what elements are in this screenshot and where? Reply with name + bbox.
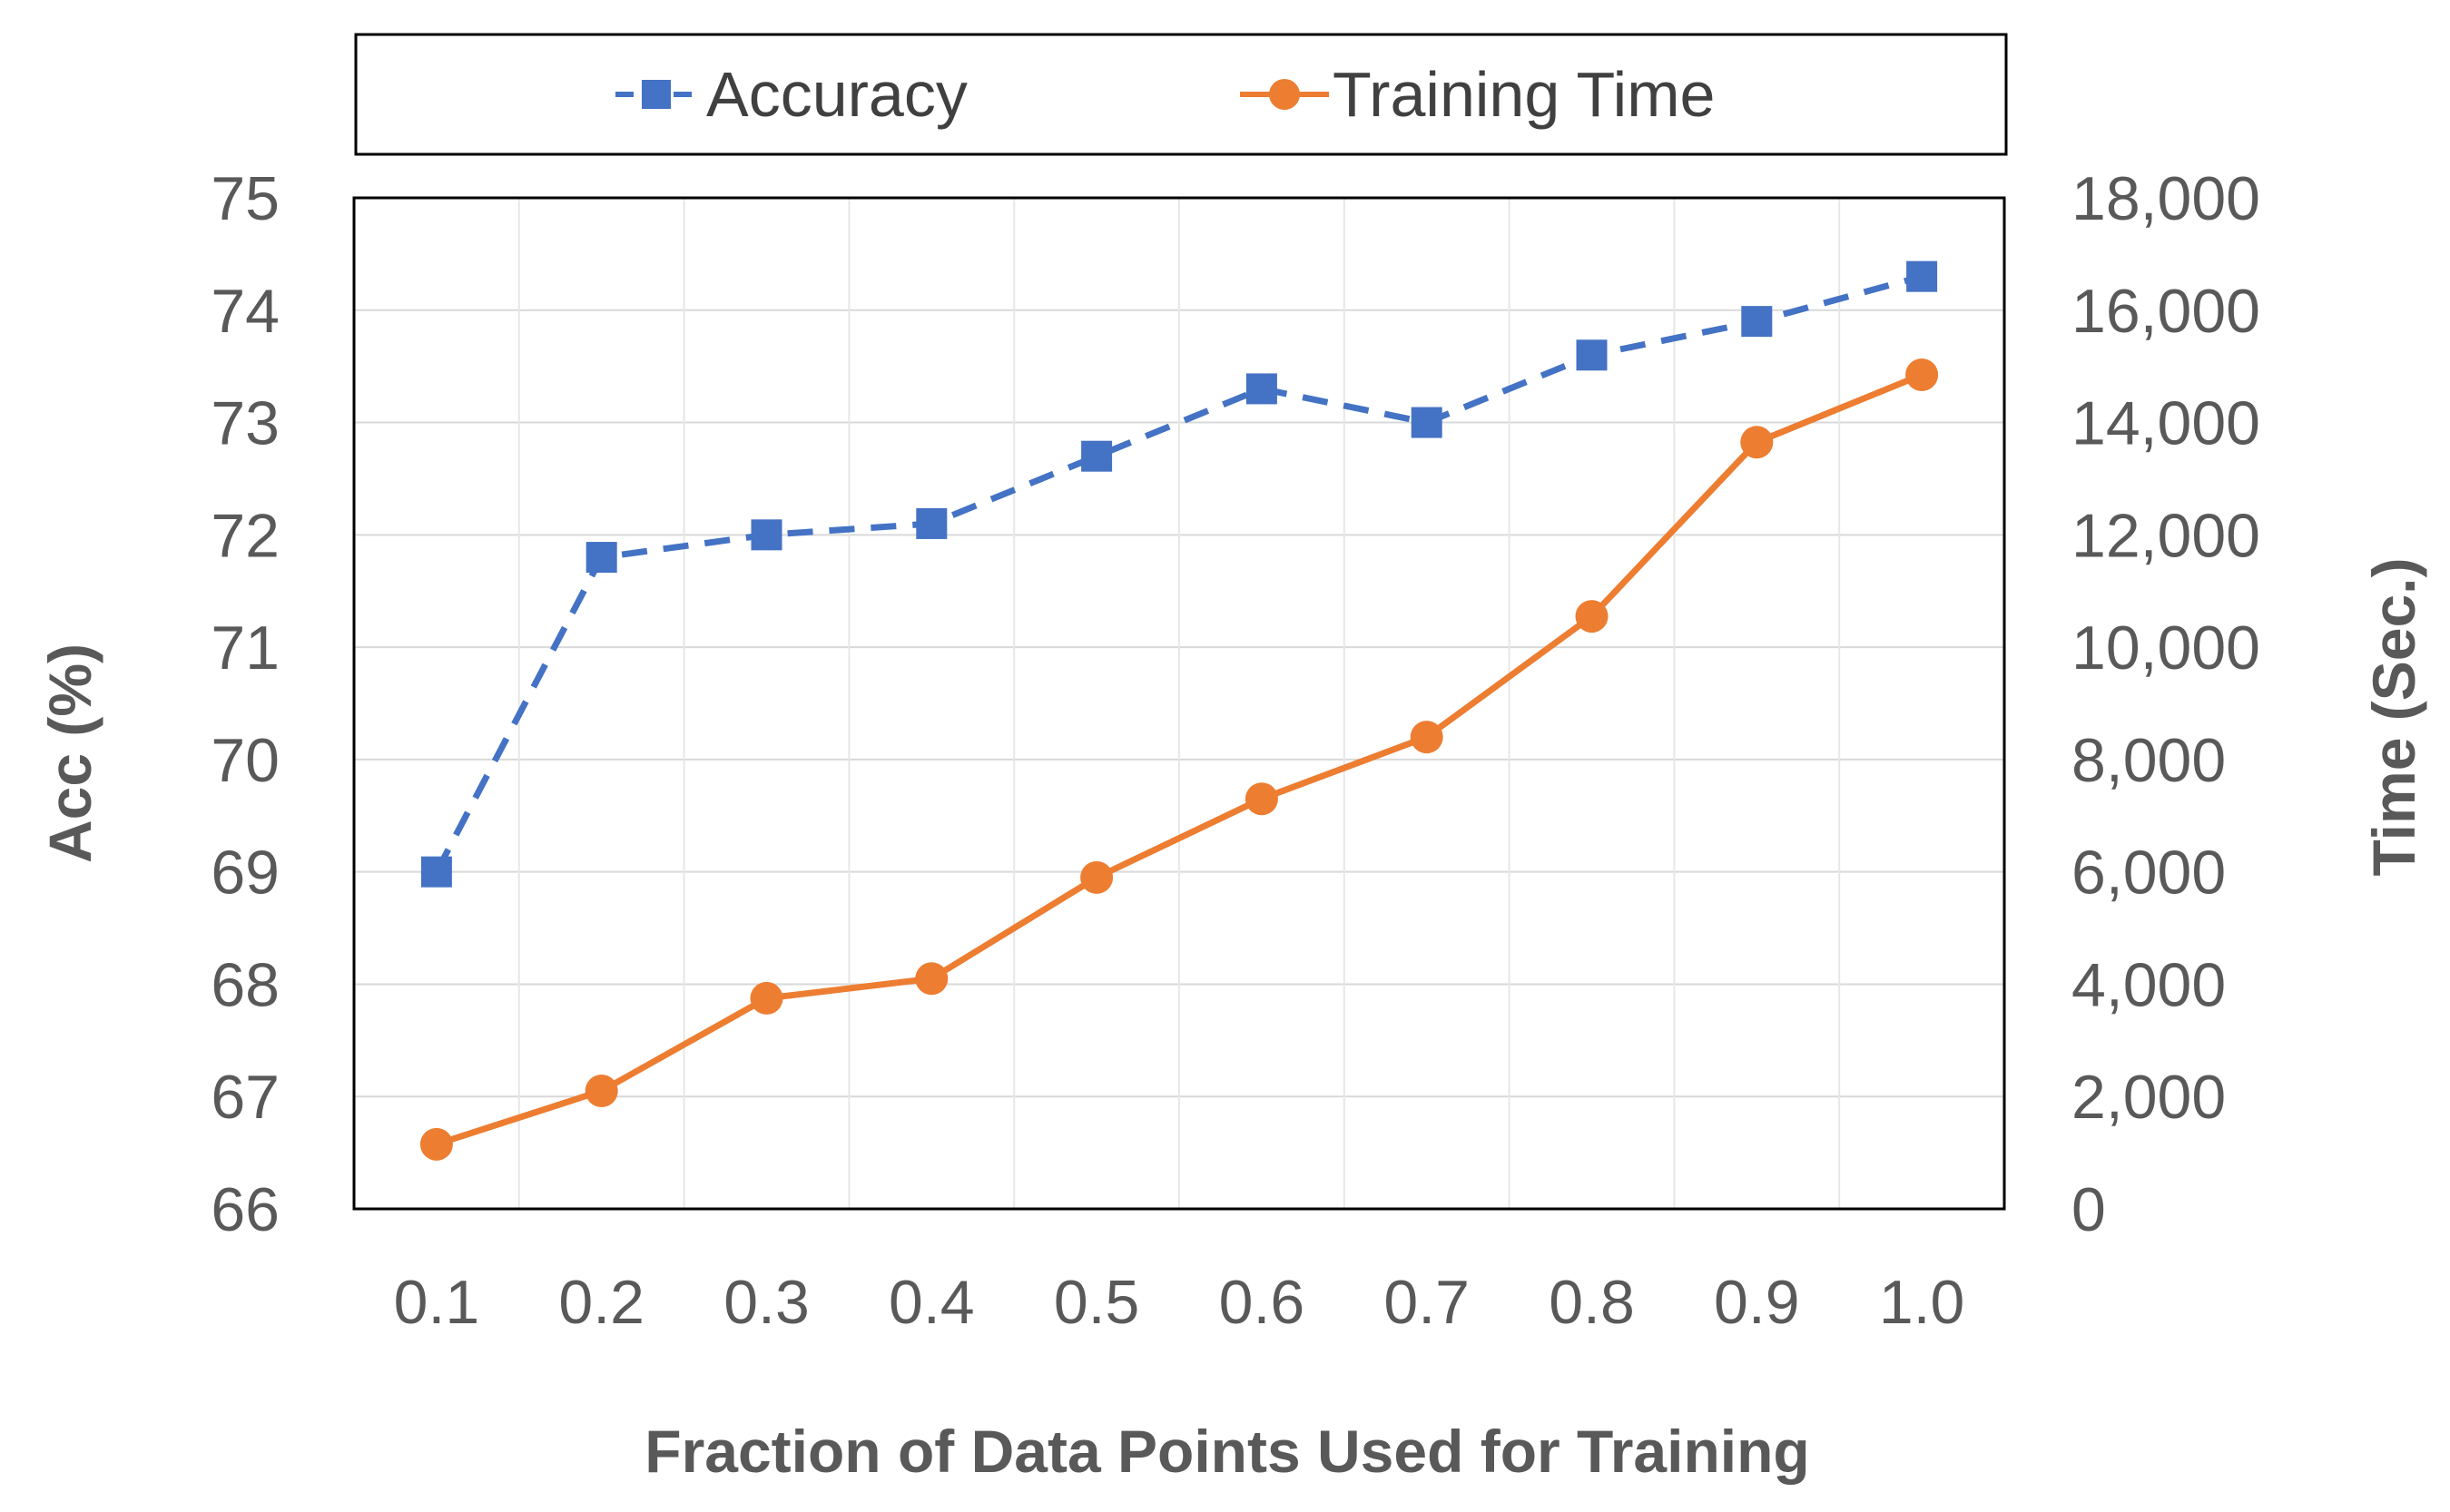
x-tick-label: 0.3 bbox=[723, 1268, 810, 1337]
grid bbox=[354, 198, 2004, 1209]
legend-item-accuracy: Accuracy bbox=[615, 59, 968, 130]
x-tick-label: 0.1 bbox=[394, 1268, 480, 1337]
y-left-tick-label: 73 bbox=[211, 389, 280, 458]
data-point-accuracy bbox=[916, 507, 948, 539]
y-left-tick-label: 67 bbox=[211, 1063, 280, 1132]
data-point-training-time bbox=[585, 1075, 618, 1108]
x-tick-label: 0.4 bbox=[889, 1268, 975, 1337]
legend-item-training-time: Training Time bbox=[1240, 59, 1715, 130]
y-right-axis-title: Time (Sec.) bbox=[2360, 558, 2427, 877]
y-left-tick-label: 69 bbox=[211, 839, 280, 908]
y-right-tick-label: 8,000 bbox=[2071, 726, 2226, 795]
y-right-tick-label: 6,000 bbox=[2071, 839, 2226, 908]
legend-training-time-label: Training Time bbox=[1333, 59, 1715, 130]
x-tick-label: 0.7 bbox=[1383, 1268, 1470, 1337]
data-point-accuracy bbox=[1741, 306, 1773, 338]
y-right-tick-label: 18,000 bbox=[2071, 164, 2260, 233]
legend: Accuracy Training Time bbox=[354, 33, 2008, 156]
y-right-tick-label: 12,000 bbox=[2071, 501, 2260, 570]
x-tick-label: 1.0 bbox=[1879, 1268, 1965, 1337]
y-left-tick-label: 72 bbox=[211, 501, 280, 570]
y-right-tick-label: 4,000 bbox=[2071, 950, 2226, 1019]
data-point-training-time bbox=[1080, 860, 1114, 894]
y-right-tick-label: 14,000 bbox=[2071, 389, 2260, 458]
data-point-training-time bbox=[419, 1127, 453, 1161]
series bbox=[419, 260, 1939, 1161]
x-tick-label: 0.5 bbox=[1054, 1268, 1140, 1337]
data-point-accuracy bbox=[585, 542, 617, 574]
tick-labels: 66 0 67 2,000 68 4,000 69 6,000 70 8,000 71 10,000 7… bbox=[211, 164, 2260, 1337]
y-right-tick-label: 0 bbox=[2071, 1175, 2106, 1244]
y-left-tick-label: 75 bbox=[211, 164, 280, 233]
x-tick-label: 0.6 bbox=[1219, 1268, 1305, 1337]
y-right-tick-label: 10,000 bbox=[2071, 614, 2260, 682]
x-axis-title: Fraction of Data Points Used for Trainin… bbox=[644, 1418, 1809, 1485]
data-point-accuracy bbox=[1081, 440, 1113, 472]
y-left-tick-label: 70 bbox=[211, 726, 280, 795]
data-point-training-time bbox=[915, 962, 949, 996]
legend-box bbox=[354, 33, 2008, 156]
data-point-training-time bbox=[1245, 782, 1278, 816]
plot-area-border bbox=[352, 196, 2006, 1211]
x-tick-label: 0.8 bbox=[1549, 1268, 1635, 1337]
data-point-accuracy bbox=[1576, 339, 1608, 371]
x-tick-label: 0.2 bbox=[558, 1268, 644, 1337]
data-point-training-time bbox=[1740, 426, 1774, 459]
y-left-tick-label: 71 bbox=[211, 614, 280, 682]
data-point-accuracy bbox=[1411, 407, 1442, 438]
legend-accuracy-marker bbox=[642, 80, 671, 109]
series-line-accuracy bbox=[433, 273, 1924, 874]
data-point-accuracy bbox=[1906, 260, 1938, 292]
y-left-axis-title: Acc (%) bbox=[36, 643, 103, 863]
data-point-training-time bbox=[1905, 358, 1939, 391]
y-left-tick-label: 68 bbox=[211, 950, 280, 1019]
y-left-tick-label: 66 bbox=[211, 1175, 280, 1244]
data-point-training-time bbox=[1410, 721, 1443, 754]
data-point-training-time bbox=[1575, 600, 1609, 633]
legend-training-time-marker bbox=[1269, 79, 1300, 110]
data-point-accuracy bbox=[1245, 373, 1277, 405]
data-point-accuracy bbox=[420, 856, 452, 888]
y-right-tick-label: 16,000 bbox=[2071, 277, 2260, 346]
x-tick-label: 0.9 bbox=[1714, 1268, 1800, 1337]
y-left-tick-label: 74 bbox=[211, 277, 280, 346]
series-line-training-time bbox=[433, 371, 1925, 1148]
y-right-tick-label: 2,000 bbox=[2071, 1063, 2226, 1132]
legend-accuracy-label: Accuracy bbox=[706, 59, 968, 130]
data-point-training-time bbox=[750, 981, 783, 1015]
data-point-accuracy bbox=[751, 519, 782, 551]
